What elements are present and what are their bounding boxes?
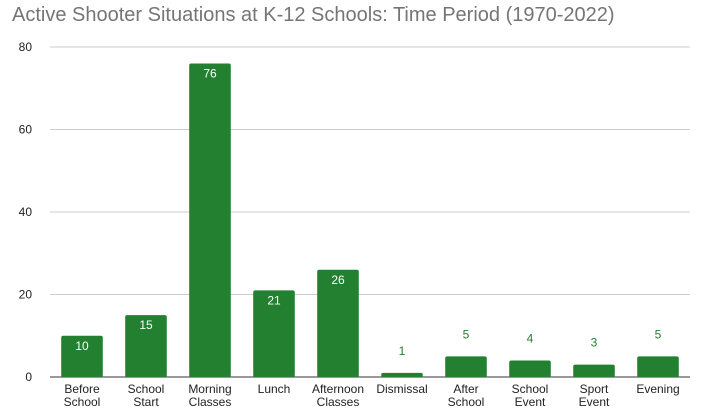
bar: [445, 356, 487, 377]
x-tick-label: Classes: [317, 395, 360, 409]
x-tick-label: Before: [64, 382, 100, 396]
bar: [509, 360, 551, 377]
data-label: 4: [527, 332, 534, 346]
bar: [253, 290, 295, 377]
y-tick-label: 0: [25, 370, 32, 384]
x-tick-label: Event: [515, 395, 546, 409]
x-tick-label: School: [512, 382, 549, 396]
x-tick-label: Sport: [580, 382, 609, 396]
y-tick-label: 80: [19, 40, 33, 54]
x-tick-label: Morning: [188, 382, 231, 396]
data-label: 10: [75, 339, 89, 353]
bar: [61, 335, 103, 377]
x-tick-label: Afternoon: [312, 382, 364, 396]
data-label: 5: [463, 327, 470, 341]
x-tick-label: Start: [133, 395, 159, 409]
x-tick-label: Evening: [636, 382, 679, 396]
y-tick-label: 20: [19, 288, 33, 302]
bar: [637, 356, 679, 377]
bar: [189, 63, 231, 377]
x-tick-label: Classes: [189, 395, 232, 409]
x-tick-label: After: [453, 382, 478, 396]
y-tick-label: 40: [19, 205, 33, 219]
x-tick-label: School: [448, 395, 485, 409]
bar: [125, 315, 167, 377]
data-label: 76: [203, 67, 217, 81]
x-tick-label: School: [128, 382, 165, 396]
x-tick-label: Event: [579, 395, 610, 409]
bar: [317, 269, 359, 377]
axis-labels: 020406080BeforeSchoolSchoolStartMorningC…: [19, 40, 680, 409]
data-label: 1: [399, 344, 406, 358]
x-tick-label: School: [64, 395, 101, 409]
data-label: 26: [331, 273, 345, 287]
bar: [381, 372, 423, 377]
bars: [61, 63, 679, 377]
x-tick-label: Dismissal: [376, 382, 427, 396]
x-tick-label: Lunch: [258, 382, 291, 396]
data-label: 15: [139, 318, 153, 332]
y-tick-label: 60: [19, 123, 33, 137]
bar: [573, 364, 615, 377]
data-label: 3: [591, 336, 598, 350]
data-label: 21: [267, 293, 281, 307]
data-label: 5: [655, 327, 662, 341]
chart-title: Active Shooter Situations at K-12 School…: [12, 4, 615, 26]
